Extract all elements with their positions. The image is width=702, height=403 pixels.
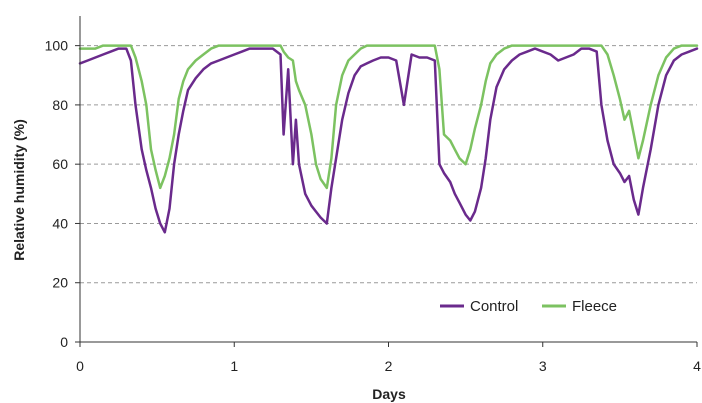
y-tick-label-80: 80: [52, 97, 68, 113]
y-tick-label-0: 0: [60, 334, 68, 350]
legend: Control Fleece: [440, 298, 617, 315]
x-tick-label-0: 0: [76, 358, 84, 374]
y-tick-label-40: 40: [52, 215, 68, 231]
x-tick-label-2: 2: [385, 358, 393, 374]
y-tick-label-20: 20: [52, 275, 68, 291]
legend-label-control: Control: [470, 298, 518, 315]
series-group: [80, 46, 697, 233]
y-tick-label-60: 60: [52, 156, 68, 172]
x-tick-label-1: 1: [230, 358, 238, 374]
x-tick-label-4: 4: [693, 358, 701, 374]
x-axis-title: Days: [372, 386, 406, 402]
y-tick-label-100: 100: [45, 38, 69, 54]
x-tick-label-3: 3: [539, 358, 547, 374]
gridlines: [80, 46, 697, 283]
legend-label-fleece: Fleece: [572, 298, 617, 315]
y-axis-title: Relative humidity (%): [11, 119, 27, 261]
